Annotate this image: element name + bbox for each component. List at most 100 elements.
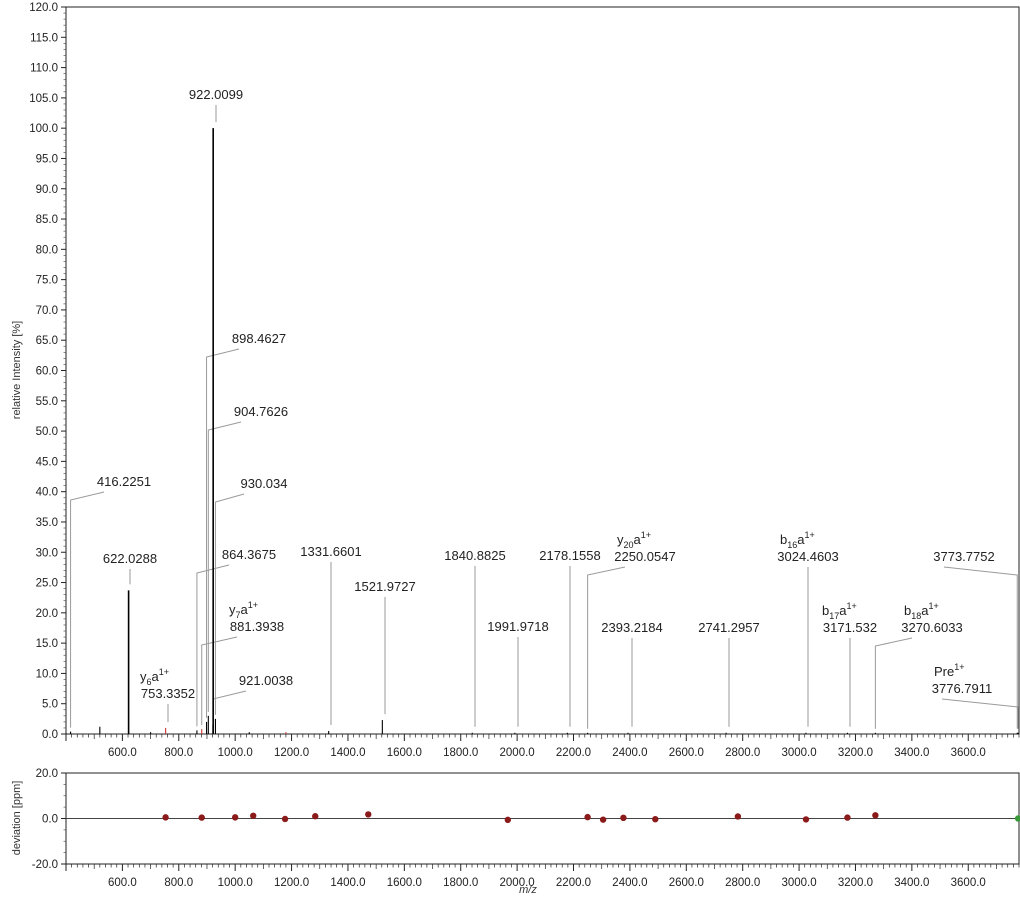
peak-label: 3171.532: [823, 620, 877, 635]
deviation-point: [231, 814, 239, 821]
peak-label: 753.3352: [141, 686, 195, 701]
spectrum-annotations: 922.0099 898.4627 904.7626 930.034 416.2251 6…: [97, 87, 995, 701]
y-tick-label: 50.0: [36, 426, 58, 438]
x-tick-label: 2200.0: [556, 877, 591, 889]
ion-label: b17a1+: [822, 601, 857, 621]
x-tick-label: 2600.0: [669, 747, 704, 759]
peak-label: 2393.2184: [601, 620, 662, 635]
deviation-point: [1014, 815, 1020, 822]
annotation-leader: [206, 348, 240, 718]
deviation-point: [872, 812, 879, 819]
peak-label: 622.0288: [103, 551, 157, 566]
y-tick-label: 35.0: [36, 517, 58, 529]
y-tick-label: 85.0: [36, 214, 58, 226]
deviation-point: [198, 814, 205, 821]
spectrum-peaks: [70, 128, 1019, 734]
y-tick-label: 75.0: [36, 275, 58, 287]
x-tick-label: 600.0: [108, 877, 137, 889]
y-tick-label: 115.0: [30, 32, 58, 44]
y-axis-title-deviation: deviation [ppm]: [11, 781, 23, 856]
deviation-point: [504, 816, 512, 824]
x-tick-label: 1800.0: [443, 747, 478, 759]
x-tick-label: 600.0: [108, 747, 137, 759]
y-tick-label: 100.0: [29, 123, 58, 135]
annotation-leader: [201, 636, 238, 726]
deviation-panel: -20.0 0.0 20.0 600.0 800.0 1000.0 1200.0 1400.0…: [11, 768, 1020, 896]
x-tick-label: 2000.0: [500, 747, 535, 759]
x-tick-label: 1400.0: [330, 747, 365, 759]
deviation-point: [312, 813, 319, 820]
x-axis-title-mz: m/z: [519, 884, 537, 896]
ion-label: y6a1+: [140, 667, 169, 687]
y-tick-label: 55.0: [36, 396, 58, 408]
deviation-ticks: -20.0 0.0 20.0 600.0 800.0 1000.0 1200.0 1400.0…: [32, 768, 1020, 889]
x-tick-label: 1200.0: [274, 747, 309, 759]
x-tick-label: 1200.0: [274, 877, 309, 889]
x-tick-label: 800.0: [164, 747, 193, 759]
peak-label: 881.3938: [230, 619, 284, 634]
x-tick-label: 1600.0: [387, 747, 422, 759]
peak-label: 3024.4603: [777, 549, 838, 564]
ion-label: b16a1+: [780, 530, 815, 550]
deviation-point: [734, 813, 742, 820]
peak-label: 3270.6033: [901, 620, 962, 635]
annotation-leader: [196, 564, 230, 727]
y-tick-label: 60.0: [36, 366, 58, 378]
x-tick-label: 2800.0: [725, 877, 760, 889]
deviation-point: [281, 815, 289, 823]
deviation-point: [802, 816, 810, 823]
spectrum-plot-area: [65, 6, 1020, 735]
x-tick-label: 3400.0: [894, 877, 929, 889]
peak-label: 930.034: [241, 476, 288, 491]
y-tick-label: 15.0: [36, 638, 58, 650]
x-tick-label: 2400.0: [612, 877, 647, 889]
y-tick-label: 90.0: [36, 184, 58, 196]
x-tick-label: 1600.0: [387, 877, 422, 889]
x-tick-label: 800.0: [164, 877, 193, 889]
x-tick-label: 2600.0: [669, 877, 704, 889]
deviation-points: [162, 811, 1020, 824]
y-tick-label: 40.0: [36, 487, 58, 499]
deviation-point: [365, 811, 372, 818]
x-tick-label: 3600.0: [951, 877, 986, 889]
annotation-leader: [214, 493, 245, 715]
x-tick-label: 3000.0: [781, 877, 816, 889]
ion-label: Pre1+: [934, 662, 965, 679]
peak-label: 898.4627: [232, 331, 286, 346]
spectrum-ticks: 0.0 5.0 10.0 15.0 20.0 25.0 30.0 35.0 40.0 45.0 50…: [29, 2, 1020, 759]
y-tick-label: 110.0: [30, 63, 58, 75]
peak-label: 922.0099: [189, 87, 243, 102]
x-tick-label: 2400.0: [612, 747, 647, 759]
y-tick-label: 45.0: [36, 456, 58, 468]
y-tick-label: 20.0: [36, 608, 58, 620]
annotation-leader: [207, 421, 242, 712]
annotation-leader: [587, 566, 626, 729]
x-tick-label: 3000.0: [781, 747, 816, 759]
peak-label: 1840.8825: [444, 548, 505, 563]
x-tick-label: 1000.0: [218, 877, 253, 889]
x-tick-label: 1000.0: [218, 747, 253, 759]
spectrum-annotation-leaders: [70, 105, 1019, 729]
annotation-leader: [941, 698, 1019, 729]
peak-label: 416.2251: [97, 474, 151, 489]
spectrum-panel: 0.0 5.0 10.0 15.0 20.0 25.0 30.0 35.0 40.0 45.0 50…: [11, 2, 1020, 759]
peak-label: 3773.7752: [933, 549, 994, 564]
deviation-point: [162, 814, 169, 821]
y-tick-label: 105.0: [29, 93, 58, 105]
y-tick-label: 5.0: [42, 699, 58, 711]
peak-label: 864.3675: [222, 547, 276, 562]
deviation-point: [599, 816, 607, 823]
annotation-leader: [943, 566, 1018, 729]
y-tick-label: 20.0: [36, 768, 58, 780]
y-tick-label: 25.0: [36, 578, 58, 590]
y-tick-label: 0.0: [42, 729, 58, 741]
ion-label: y20a1+: [617, 530, 651, 550]
x-tick-label: 2800.0: [725, 747, 760, 759]
x-tick-label: 1800.0: [443, 877, 478, 889]
deviation-point: [844, 814, 851, 821]
deviation-point: [250, 812, 257, 819]
peak-label: 3776.7911: [932, 681, 993, 696]
y-tick-label: 95.0: [36, 153, 58, 165]
peak-label: 904.7626: [234, 404, 288, 419]
